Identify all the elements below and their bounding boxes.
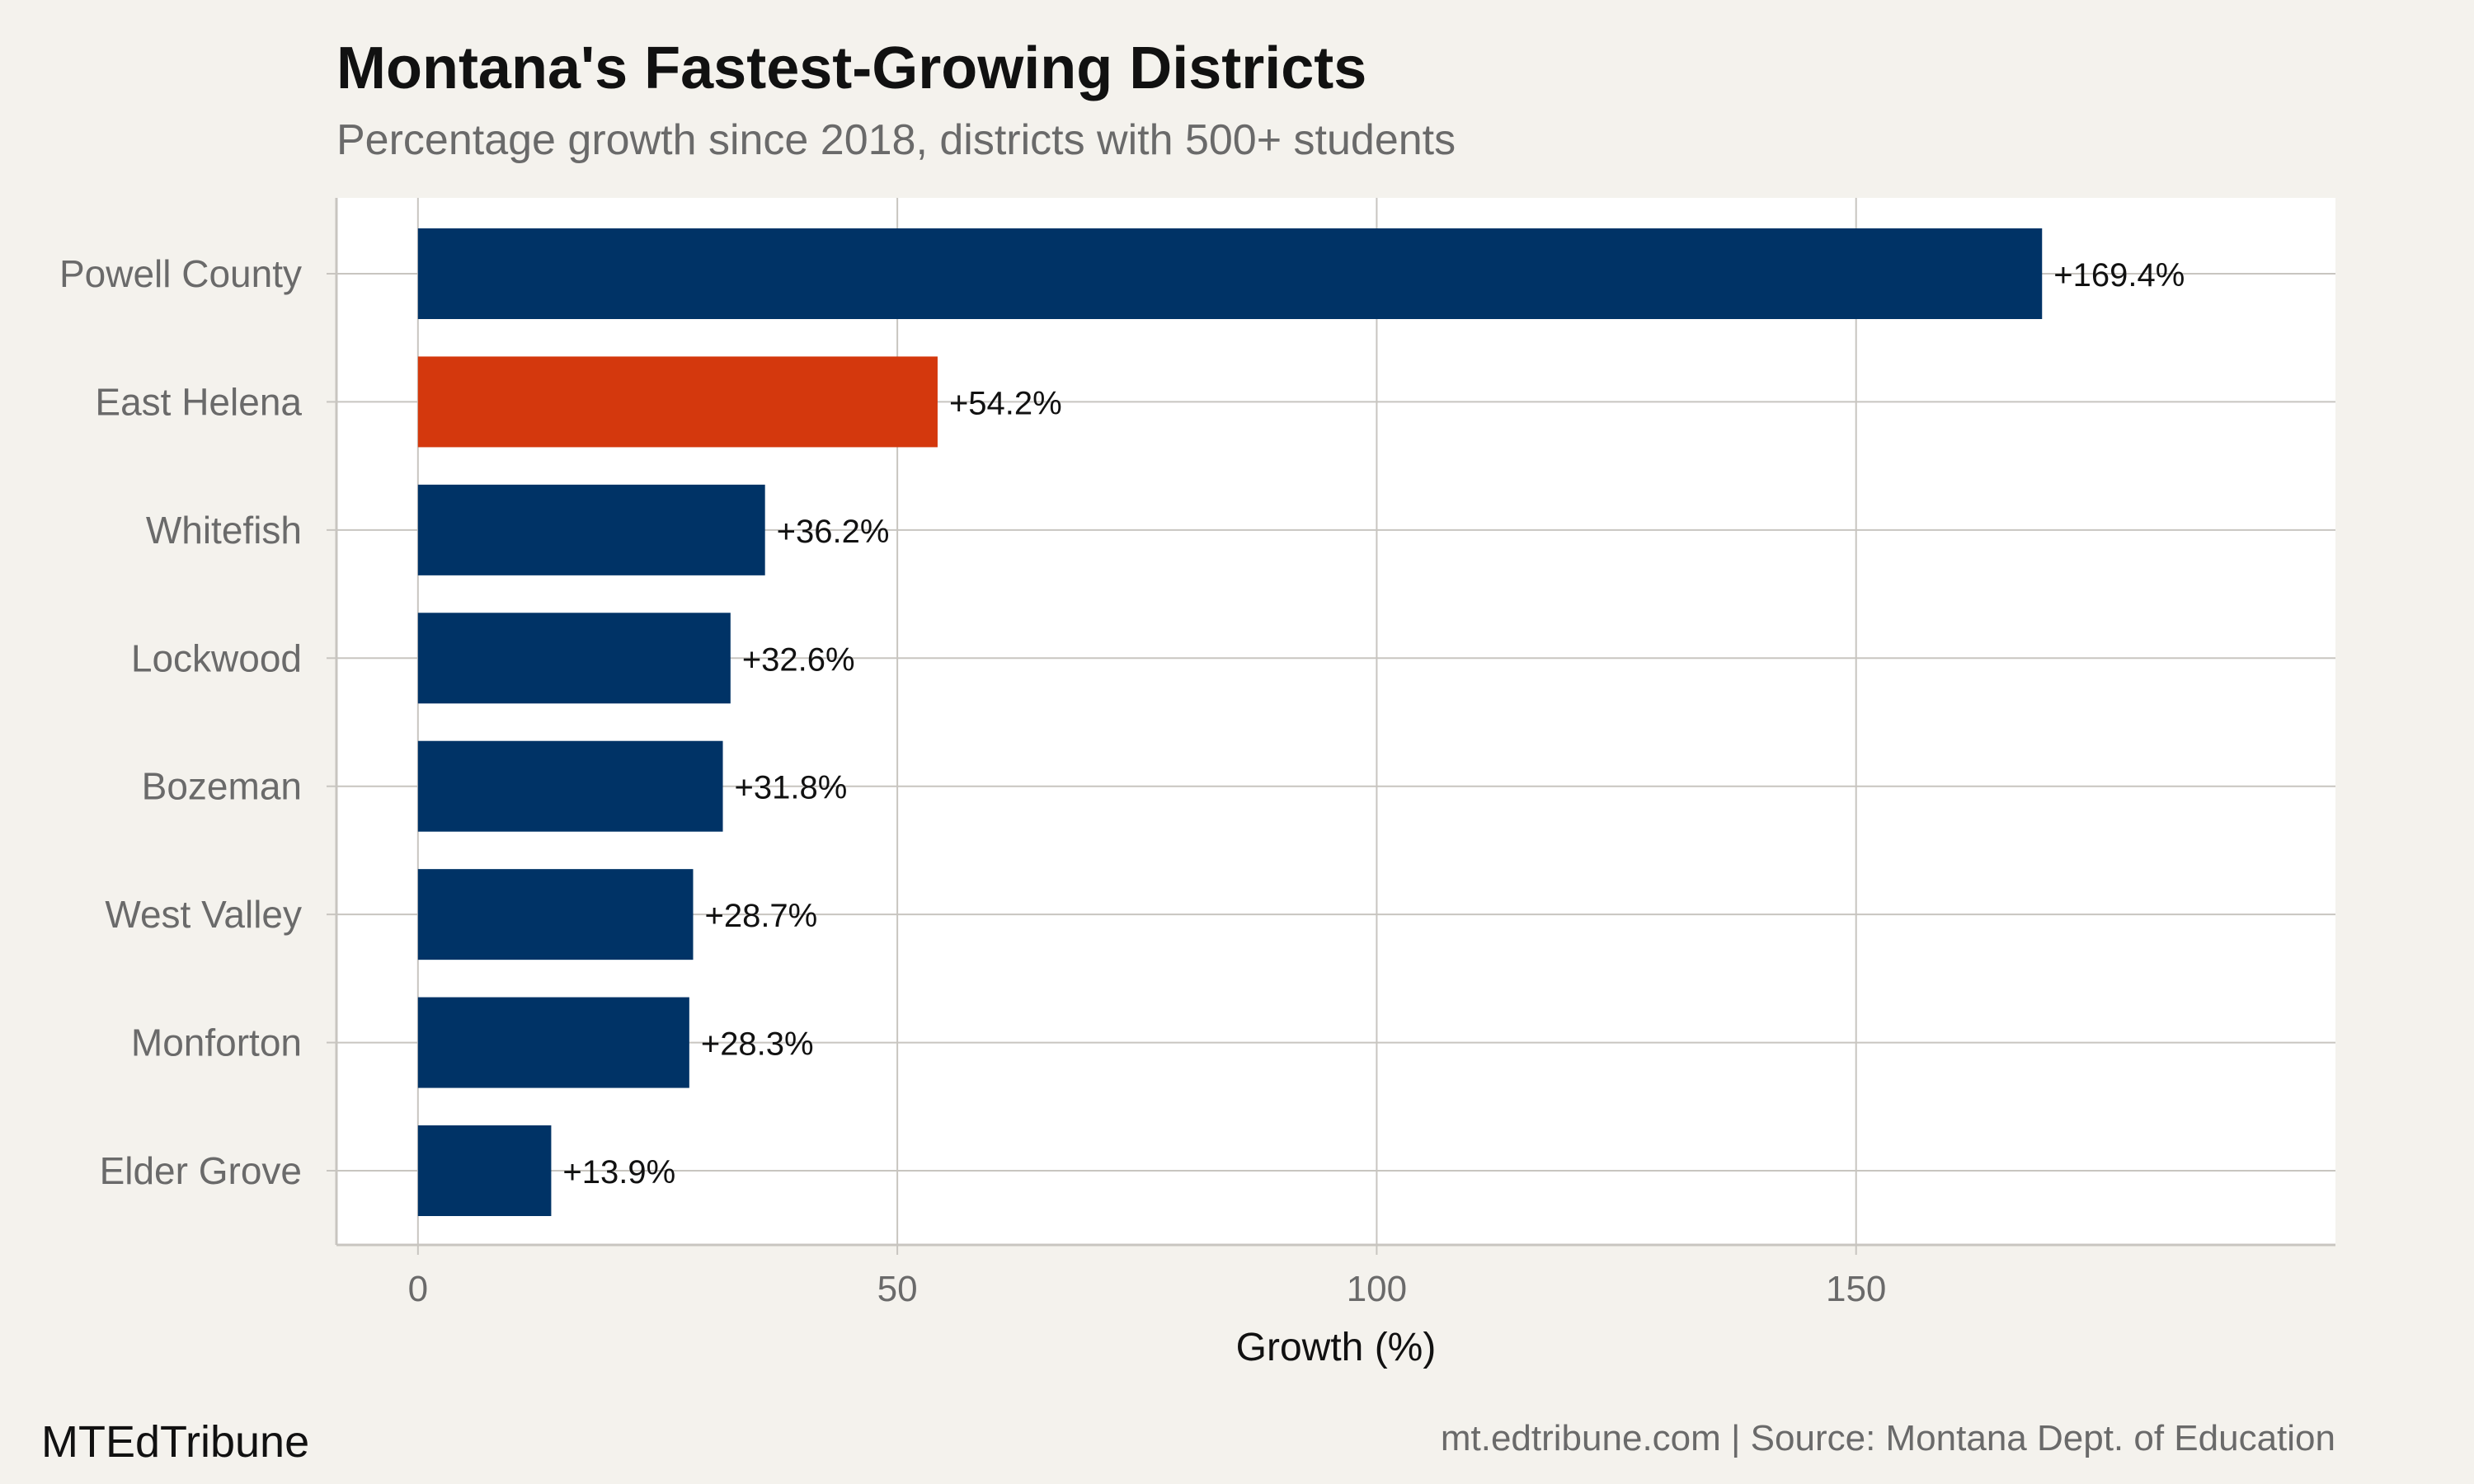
axes: 0 50 100 150 Powell County East Helena Whitefi…	[59, 198, 2335, 1309]
bars	[417, 228, 2043, 1216]
bar-value-label: +54.2%	[949, 385, 1062, 421]
brand-logo-text: MTEdTribune	[41, 1417, 310, 1467]
bar-value-label: +36.2%	[777, 514, 890, 550]
category-label: Monforton	[131, 1021, 302, 1064]
bar	[417, 997, 689, 1088]
category-label: West Valley	[105, 893, 302, 936]
category-label: Whitefish	[146, 509, 302, 552]
bar-value-label: +32.6%	[742, 641, 855, 678]
category-label: Lockwood	[131, 636, 302, 679]
x-tick-label: 150	[1826, 1269, 1886, 1309]
bar-value-label: +169.4%	[2053, 257, 2185, 294]
x-tick-label: 100	[1347, 1269, 1407, 1309]
category-label: Bozeman	[142, 765, 302, 808]
bar	[417, 613, 731, 704]
bar	[417, 356, 938, 448]
bar	[417, 1125, 552, 1216]
category-label: Powell County	[59, 252, 302, 295]
bar	[417, 228, 2043, 319]
bar-value-label: +31.8%	[735, 770, 848, 806]
bar-value-label: +28.7%	[704, 898, 817, 934]
bar-value-label: +13.9%	[562, 1154, 675, 1190]
x-axis-label: Growth (%)	[1236, 1326, 1437, 1369]
category-label: Elder Grove	[100, 1149, 302, 1192]
value-labels: +169.4% +54.2% +36.2% +32.6% +31.8% +28.7% +28…	[562, 257, 2185, 1190]
bar	[417, 740, 723, 832]
bar	[417, 869, 694, 960]
chart-title: Montana's Fastest-Growing Districts	[336, 35, 1367, 101]
x-tick-label: 0	[408, 1269, 428, 1309]
bar	[417, 484, 765, 575]
category-label: East Helena	[95, 380, 302, 423]
x-tick-label: 50	[877, 1269, 918, 1309]
source-credit: mt.edtribune.com | Source: Montana Dept.…	[1440, 1418, 2335, 1458]
bar-value-label: +28.3%	[701, 1026, 814, 1063]
chart-subtitle: Percentage growth since 2018, districts …	[336, 116, 1456, 164]
